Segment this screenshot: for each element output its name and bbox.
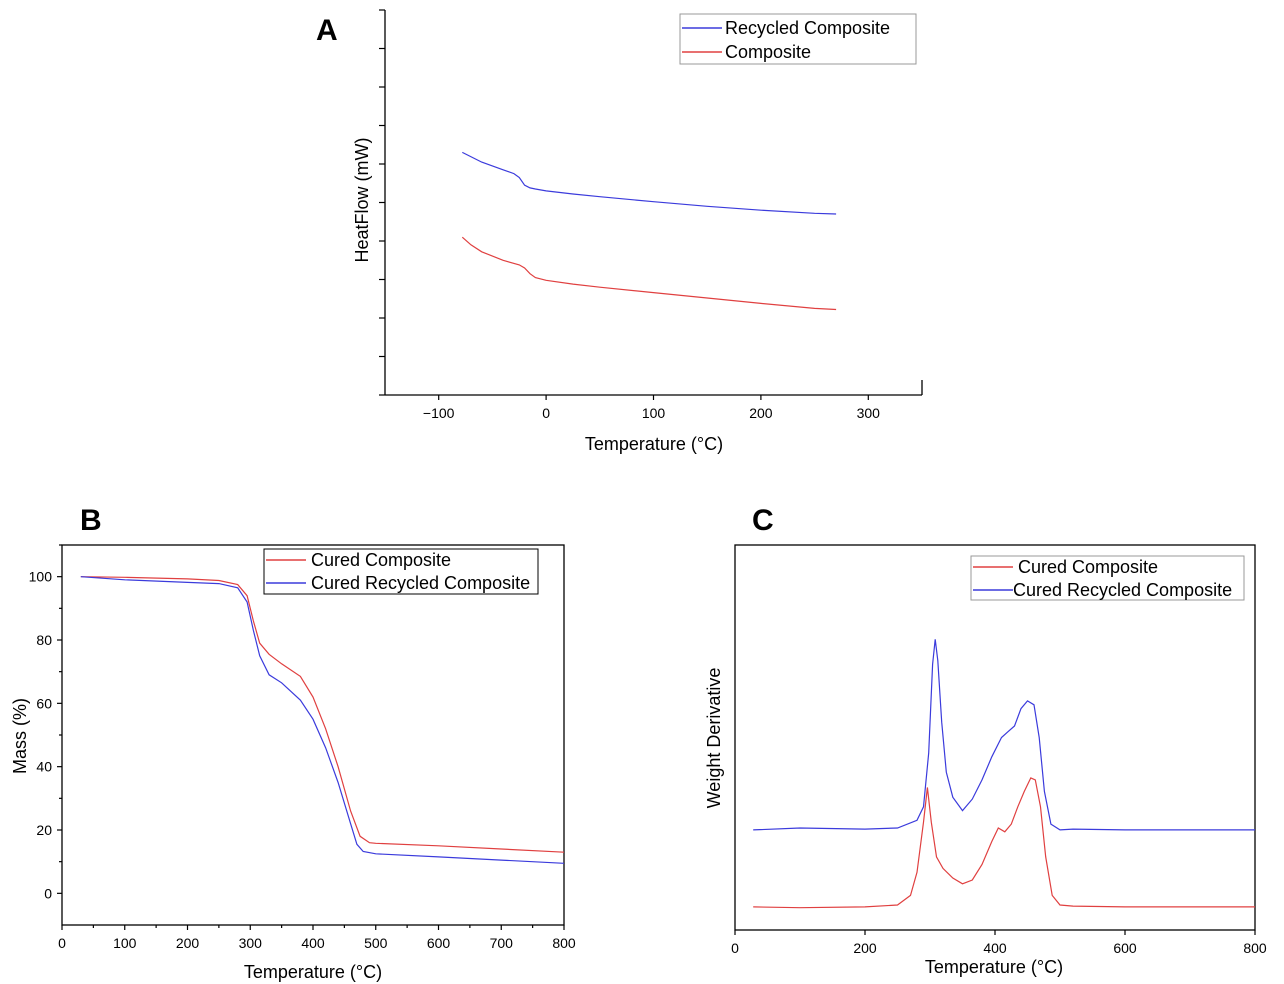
panel-b-legend: Cured Composite Cured Recycled Composite: [263, 548, 539, 595]
b-x-tick-label: 0: [58, 935, 66, 951]
panel-a-letter: A: [316, 14, 338, 47]
panel-c-x-ticks: 0 200 400 600 800: [731, 930, 1267, 956]
panel-a-legend: Recycled Composite Composite: [679, 13, 917, 65]
b-series-cured-composite: [80, 576, 565, 853]
b-y-tick-label: 60: [36, 695, 52, 711]
b-y-tick-label: 20: [36, 822, 52, 838]
b-x-tick-label: 400: [301, 935, 325, 951]
panel-c-x-label: Temperature (°C): [925, 957, 1063, 977]
b-x-tick-label: 800: [552, 935, 576, 951]
b-y-tick-label: 40: [36, 759, 52, 775]
panel-b-legend-label-recycled: Cured Recycled Composite: [311, 573, 530, 593]
a-series-composite: [461, 236, 837, 311]
panel-a-legend-label-composite: Composite: [725, 42, 811, 62]
panel-c: C 0 200 400 600 800 Temperature (°C) Weight …: [704, 504, 1267, 977]
a-x-tick-label: 200: [749, 405, 773, 421]
panel-a-x-label: Temperature (°C): [585, 434, 723, 454]
panel-b: B 0 20 40 60 80 100 0 100 200 300 400 500 600 700 800…: [10, 504, 576, 982]
b-y-tick-label: 0: [44, 885, 52, 901]
panel-c-legend-label-recycled: Cured Recycled Composite: [1013, 580, 1232, 600]
c-x-tick-label: 800: [1243, 940, 1267, 956]
c-series-cured-recycled-composite: [753, 639, 1255, 831]
panel-a-legend-box: [679, 13, 917, 65]
c-x-tick-label: 200: [853, 940, 877, 956]
panel-a-y-ticks: [379, 9, 385, 396]
b-x-tick-label: 600: [427, 935, 451, 951]
b-x-tick-label: 500: [364, 935, 388, 951]
panel-c-letter: C: [752, 504, 774, 537]
c-series-cured-composite: [753, 777, 1255, 909]
a-x-tick-label: 300: [857, 405, 881, 421]
panel-c-legend: Cured Composite Cured Recycled Composite: [970, 555, 1245, 601]
panel-b-y-label: Mass (%): [10, 698, 30, 774]
a-x-tick-label: 100: [642, 405, 666, 421]
panel-b-x-ticks: 0 100 200 300 400 500 600 700 800: [58, 925, 576, 951]
panel-b-letter: B: [80, 504, 102, 537]
b-x-tick-label: 300: [239, 935, 263, 951]
panel-c-y-label: Weight Derivative: [704, 668, 724, 809]
panel-b-legend-label-cured: Cured Composite: [311, 550, 451, 570]
panel-c-legend-box: [970, 555, 1245, 601]
panel-c-frame: [734, 544, 1256, 931]
panel-a-y-label: HeatFlow (mW): [352, 138, 372, 263]
panel-b-lines: [80, 576, 565, 864]
b-y-tick-label: 80: [36, 632, 52, 648]
b-x-tick-label: 200: [176, 935, 200, 951]
a-x-tick-label: −100: [423, 405, 455, 421]
b-x-tick-label: 100: [113, 935, 137, 951]
c-x-tick-label: 600: [1113, 940, 1137, 956]
panel-c-legend-label-cured: Cured Composite: [1018, 557, 1158, 577]
panel-b-legend-box: [263, 548, 539, 595]
panel-c-lines: [753, 639, 1255, 909]
a-series-recycled-composite: [462, 151, 837, 215]
b-x-tick-label: 700: [490, 935, 514, 951]
panel-a: A −100 0 100 200 300 Temperature (°C) HeatFl…: [316, 9, 923, 454]
panel-a-x-ticks: −100 0 100 200 300: [423, 395, 880, 421]
a-x-tick-label: 0: [542, 405, 550, 421]
panel-a-legend-label-recycled: Recycled Composite: [725, 18, 890, 38]
b-series-cured-recycled-composite: [80, 576, 565, 864]
c-x-tick-label: 400: [983, 940, 1007, 956]
panel-b-frame: [61, 544, 565, 926]
c-x-tick-label: 0: [731, 940, 739, 956]
b-y-tick-label: 100: [29, 569, 53, 585]
panel-b-x-label: Temperature (°C): [244, 962, 382, 982]
panel-a-lines: [461, 151, 837, 311]
panel-a-axes: [384, 10, 923, 396]
panel-b-y-ticks: 0 20 40 60 80 100: [29, 544, 62, 901]
